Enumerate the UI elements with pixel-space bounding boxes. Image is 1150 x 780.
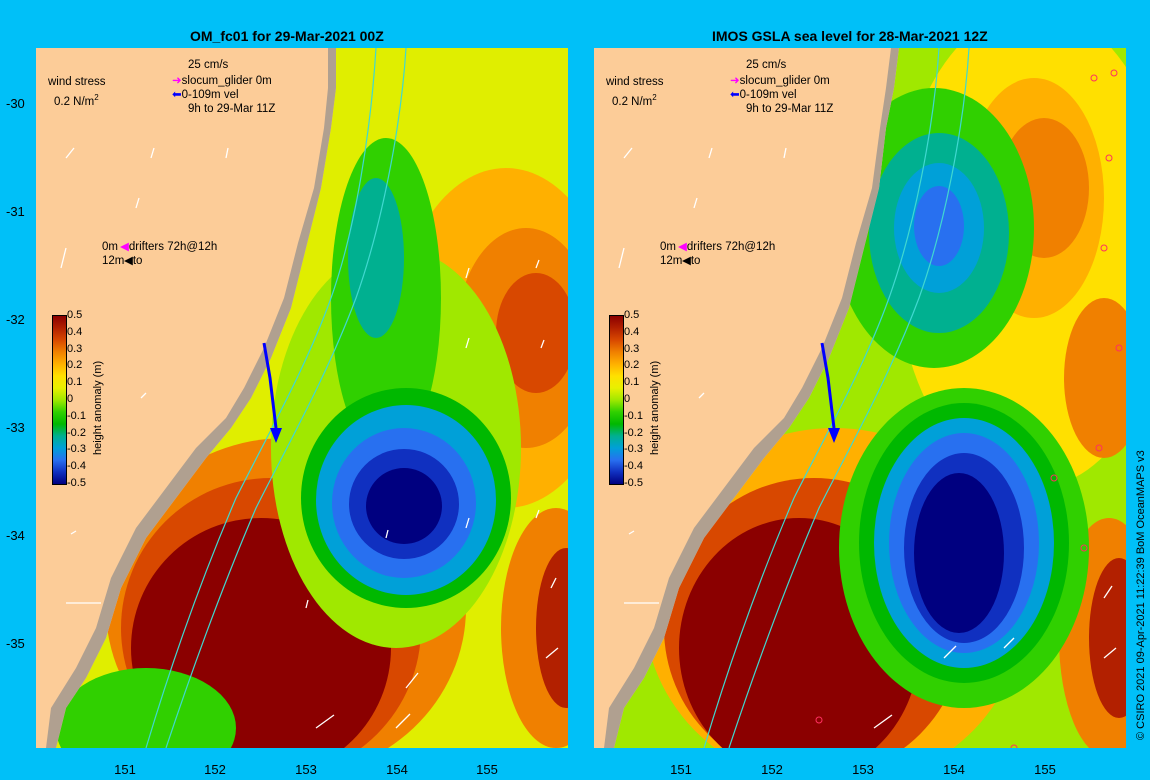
drifter-to-arrow-icon: ◀ (682, 255, 691, 267)
x-tick-label: 151 (670, 762, 692, 777)
colorbar-tick-label: -0.4 (624, 460, 643, 473)
glider-legend-text: slocum_glider 0m (739, 75, 830, 87)
colorbar-tick-label: -0.2 (67, 426, 86, 439)
y-tick-label: -31 (6, 204, 25, 219)
x-tick-label: 152 (204, 762, 226, 777)
colorbar-tick-label: -0.3 (624, 443, 643, 456)
drifter-to-arrow-icon: ◀ (124, 255, 133, 267)
colorbar-tick-label: 0 (624, 393, 631, 405)
colorbar (52, 315, 67, 485)
colorbar-tick-label: 0.2 (624, 359, 640, 372)
drifter-12m-label: 12m (102, 255, 125, 267)
velocity-scale-label: 25 cm/s (188, 59, 229, 71)
glider-legend-label: ➜slocum_glider 0m (730, 74, 830, 88)
colorbar-tick-label: 0.5 (624, 309, 640, 321)
drifter-to-text: to (690, 255, 701, 267)
velocity-arrow-icon: ⬅ (172, 89, 182, 101)
colorbar-title: height anomaly (m) (92, 360, 104, 455)
drifter-to-label: ◀to (124, 254, 142, 268)
velocity-scale-label: 25 cm/s (746, 59, 787, 71)
wind-scale-text: 0.2 N/m (612, 95, 653, 108)
colorbar-tick-label: -0.2 (624, 426, 643, 439)
credit-text: © CSIRO 2021 09-Apr-2021 11:22:39 BoM Oc… (1135, 450, 1147, 740)
y-tick-label: -32 (6, 312, 25, 327)
colorbar-tick-label: 0 (67, 393, 74, 405)
colorbar-tick-label: 0.1 (67, 376, 83, 389)
wind-stress-label: wind stress (48, 76, 106, 88)
colorbar-tick-label: -0.1 (624, 409, 643, 422)
left-panel-title: OM_fc01 for 29-Mar-2021 00Z (190, 28, 384, 44)
colorbar-tick-label: 0.4 (67, 325, 83, 338)
left-map-svg (36, 48, 568, 748)
drifter-legend-text: drifters 72h@12h (686, 241, 776, 253)
wind-stress-scale: 0.2 N/m2 (54, 91, 99, 109)
colorbar-tick-label: 0.5 (67, 309, 83, 321)
drifter-0m-label: 0m (660, 241, 676, 253)
colorbar-title: height anomaly (m) (649, 360, 661, 455)
wind-stress-label: wind stress (606, 76, 664, 88)
colorbar-tick-label: 0.3 (624, 342, 640, 355)
x-tick-label: 153 (295, 762, 317, 777)
glider-arrow-icon: ➜ (730, 75, 740, 87)
wind-scale-sup: 2 (652, 93, 657, 102)
y-tick-label: -33 (6, 420, 25, 435)
velocity-legend-text: 0-109m vel (181, 89, 239, 101)
colorbar-tick-label: 0.3 (67, 342, 83, 355)
left-map-panel (36, 48, 568, 748)
right-panel-title: IMOS GSLA sea level for 28-Mar-2021 12Z (712, 28, 988, 44)
wind-scale-sup: 2 (94, 93, 99, 102)
y-tick-label: -35 (6, 636, 25, 651)
drifter-legend-label: ◀drifters 72h@12h (120, 240, 217, 254)
x-tick-label: 154 (943, 762, 965, 777)
drifter-arrow-icon: ◀ (120, 241, 129, 253)
velocity-legend-text: 0-109m vel (739, 89, 797, 101)
velocity-legend-label: ⬅0-109m vel (172, 88, 239, 102)
colorbar-tick-label: 0.1 (624, 376, 640, 389)
y-tick-label: -34 (6, 528, 25, 543)
glider-legend-text: slocum_glider 0m (181, 75, 272, 87)
colorbar-tick-label: -0.1 (67, 409, 86, 422)
drifter-12m-label: 12m (660, 255, 683, 267)
drifter-to-text: to (132, 255, 143, 267)
colorbar-tick-label: 0.2 (67, 359, 83, 372)
time-window-label: 9h to 29-Mar 11Z (188, 103, 276, 115)
colorbar (609, 315, 624, 485)
right-map-panel (594, 48, 1126, 748)
x-tick-label: 152 (761, 762, 783, 777)
colorbar-tick-label: -0.4 (67, 460, 86, 473)
drifter-legend-text: drifters 72h@12h (128, 241, 218, 253)
x-tick-label: 155 (1034, 762, 1056, 777)
x-tick-label: 153 (852, 762, 874, 777)
drifter-to-label: ◀to (682, 254, 700, 268)
time-window-label: 9h to 29-Mar 11Z (746, 103, 834, 115)
wind-stress-scale: 0.2 N/m2 (612, 91, 657, 109)
velocity-legend-label: ⬅0-109m vel (730, 88, 797, 102)
colorbar-tick-label: -0.5 (67, 477, 86, 489)
drifter-0m-label: 0m (102, 241, 118, 253)
velocity-arrow-icon: ⬅ (730, 89, 740, 101)
colorbar-tick-label: -0.3 (67, 443, 86, 456)
x-tick-label: 154 (386, 762, 408, 777)
glider-legend-label: ➜slocum_glider 0m (172, 74, 272, 88)
glider-arrow-icon: ➜ (172, 75, 182, 87)
drifter-legend-label: ◀drifters 72h@12h (678, 240, 775, 254)
colorbar-tick-label: 0.4 (624, 325, 640, 338)
colorbar-tick-label: -0.5 (624, 477, 643, 489)
y-tick-label: -30 (6, 96, 25, 111)
x-tick-label: 151 (114, 762, 136, 777)
drifter-arrow-icon: ◀ (678, 241, 687, 253)
x-tick-label: 155 (476, 762, 498, 777)
wind-scale-text: 0.2 N/m (54, 95, 95, 108)
right-map-svg (594, 48, 1126, 748)
